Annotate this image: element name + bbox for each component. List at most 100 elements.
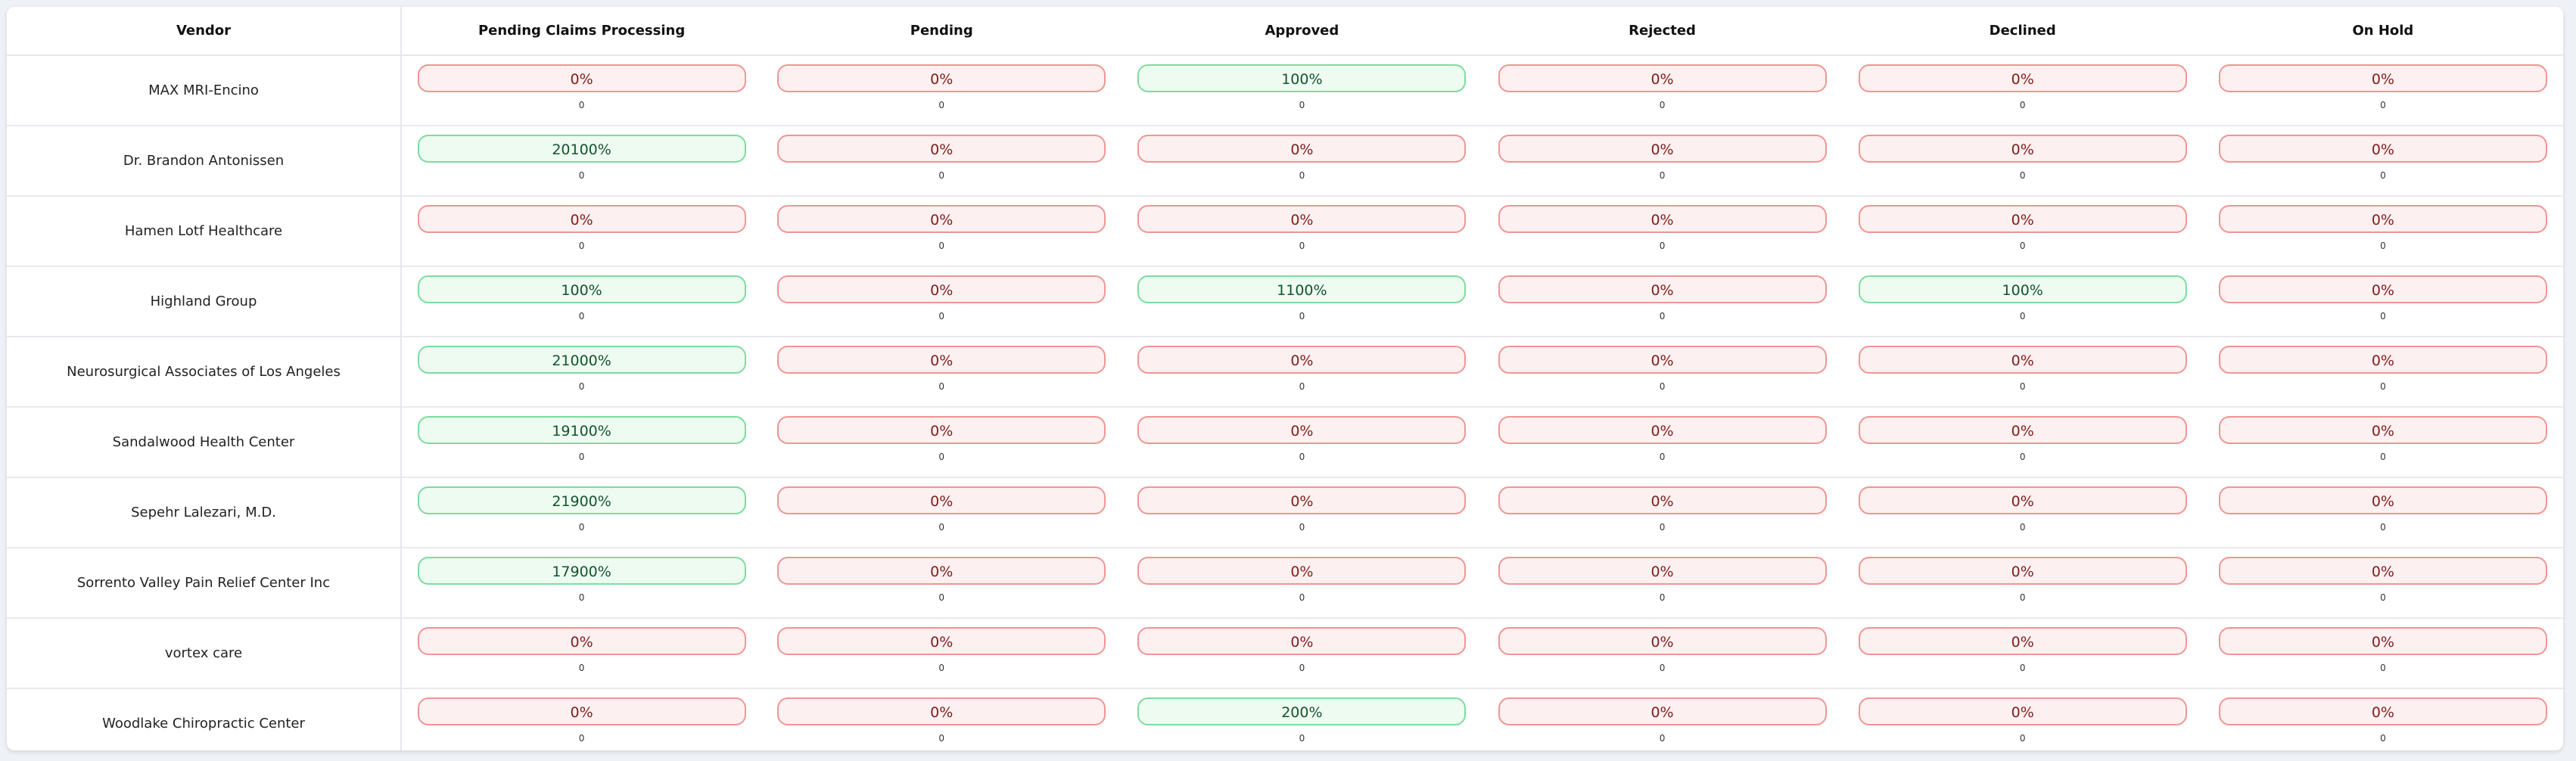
table-row: Hamen Lotf Healthcare 0% 0 0% 0 0% 0 0% 0 0% 0 0% 0 [7, 196, 2563, 267]
status-cell: 0% 0 [761, 196, 1122, 267]
percent-badge: 0% [1498, 486, 1827, 514]
claim-count: 0 [578, 733, 585, 744]
column-header: Vendor [7, 7, 402, 56]
claim-count: 0 [578, 170, 585, 181]
claim-count: 0 [2019, 381, 2026, 392]
claim-count: 0 [1299, 592, 1305, 603]
claim-count: 0 [938, 592, 945, 603]
claim-count: 0 [2380, 663, 2386, 673]
percent-badge: 0% [1137, 346, 1467, 374]
claim-count: 0 [1299, 100, 1305, 110]
status-cell: 17900% 0 [401, 548, 762, 619]
percent-badge: 0% [1858, 627, 2187, 655]
claim-count: 0 [938, 733, 945, 744]
status-cell: 0% 0 [761, 548, 1122, 619]
status-cell: 0% 0 [1842, 407, 2203, 478]
column-header: Pending [761, 7, 1122, 56]
status-cell: 21900% 0 [401, 477, 762, 548]
status-cell: 0% 0 [401, 688, 761, 750]
status-cell: 0% 0 [1842, 337, 2203, 408]
claim-count: 0 [1659, 663, 1666, 673]
claim-count: 0 [2019, 311, 2026, 321]
status-cell: 0% 0 [1482, 618, 1843, 689]
status-cell: 0% 0 [1122, 548, 1482, 619]
status-cell: 0% 0 [1482, 548, 1843, 619]
percent-badge: 0% [777, 486, 1106, 514]
percent-badge: 0% [1137, 205, 1467, 233]
claim-count: 0 [2380, 452, 2386, 462]
status-cell: 0% 0 [761, 266, 1122, 337]
percent-badge: 0% [1137, 135, 1467, 163]
status-cell: 0% 0 [1122, 196, 1482, 267]
claim-count: 0 [2380, 733, 2386, 744]
claim-count: 0 [578, 381, 585, 392]
percent-badge: 0% [1858, 135, 2187, 163]
claim-count: 0 [578, 522, 585, 533]
status-cell: 0% 0 [2202, 548, 2563, 619]
claim-count: 0 [2380, 311, 2386, 321]
status-cell: 0% 0 [1122, 618, 1482, 689]
claim-count: 0 [1659, 522, 1666, 533]
percent-badge: 0% [417, 627, 746, 655]
status-cell: 0% 0 [1122, 126, 1482, 197]
status-cell: 0% 0 [1482, 266, 1843, 337]
vendor-name: Hamen Lotf Healthcare [7, 196, 402, 267]
percent-badge: 0% [2218, 627, 2547, 655]
claim-count: 0 [578, 100, 585, 110]
status-cell: 0% 0 [2202, 266, 2563, 337]
table-row: vortex care 0% 0 0% 0 0% 0 0% 0 0% 0 0% 0 [7, 618, 2563, 689]
claim-count: 0 [2380, 100, 2386, 110]
status-cell: 0% 0 [2202, 337, 2563, 408]
claim-count: 0 [1659, 170, 1666, 181]
percent-badge: 0% [1137, 416, 1467, 444]
claim-count: 0 [2019, 100, 2026, 110]
claim-count: 0 [578, 311, 585, 321]
column-header: On Hold [2202, 7, 2563, 56]
header-row: Vendor Pending Claims Processing Pending Ap… [7, 7, 2563, 56]
percent-badge: 0% [1858, 205, 2187, 233]
percent-badge: 0% [1137, 486, 1467, 514]
status-cell: 0% 0 [1842, 55, 2203, 126]
claim-count: 0 [2380, 241, 2386, 251]
percent-badge: 17900% [417, 557, 746, 585]
status-cell: 0% 0 [2202, 407, 2563, 478]
percent-badge: 0% [1498, 416, 1827, 444]
claim-count: 0 [1659, 733, 1666, 744]
claim-count: 0 [938, 522, 945, 533]
status-cell: 0% 0 [761, 55, 1122, 126]
status-cell: 0% 0 [761, 477, 1122, 548]
claim-count: 0 [2380, 522, 2386, 533]
vendor-name: Sandalwood Health Center [7, 407, 402, 478]
percent-badge: 0% [1858, 697, 2187, 725]
percent-badge: 20100% [417, 135, 746, 163]
status-cell: 0% 0 [1482, 126, 1843, 197]
percent-badge: 0% [777, 135, 1106, 163]
percent-badge: 0% [1498, 697, 1827, 725]
percent-badge: 0% [1858, 346, 2187, 374]
status-cell: 20100% 0 [401, 126, 762, 197]
vendor-name: Woodlake Chiropractic Center [7, 688, 402, 750]
status-cell: 0% 0 [2202, 196, 2563, 267]
status-cell: 0% 0 [401, 618, 762, 689]
status-cell: 0% 0 [761, 407, 1122, 478]
column-header: Approved [1122, 7, 1482, 56]
status-cell: 0% 0 [1482, 196, 1843, 267]
percent-badge: 21000% [417, 346, 746, 374]
percent-badge: 100% [417, 275, 746, 303]
claim-count: 0 [2019, 170, 2026, 181]
percent-badge: 0% [2218, 205, 2547, 233]
claim-count: 0 [938, 311, 945, 321]
table-body: MAX MRI-Encino 0% 0 0% 0 100% 0 0% 0 0% 0 0% 0 Dr. Br… [7, 55, 2563, 750]
percent-badge: 0% [777, 64, 1106, 92]
vendor-status-table: Vendor Pending Claims Processing Pending Ap… [7, 7, 2563, 750]
status-cell: 0% 0 [1842, 477, 2203, 548]
status-cell: 0% 0 [1842, 618, 2203, 689]
status-cell: 0% 0 [2203, 688, 2563, 750]
claim-count: 0 [1299, 381, 1305, 392]
claim-count: 0 [2019, 522, 2026, 533]
claim-count: 0 [1659, 100, 1666, 110]
status-cell: 0% 0 [761, 688, 1122, 750]
status-cell: 100% 0 [401, 266, 762, 337]
table: Vendor Pending Claims Processing Pending Ap… [7, 7, 2563, 750]
percent-badge: 0% [777, 275, 1106, 303]
